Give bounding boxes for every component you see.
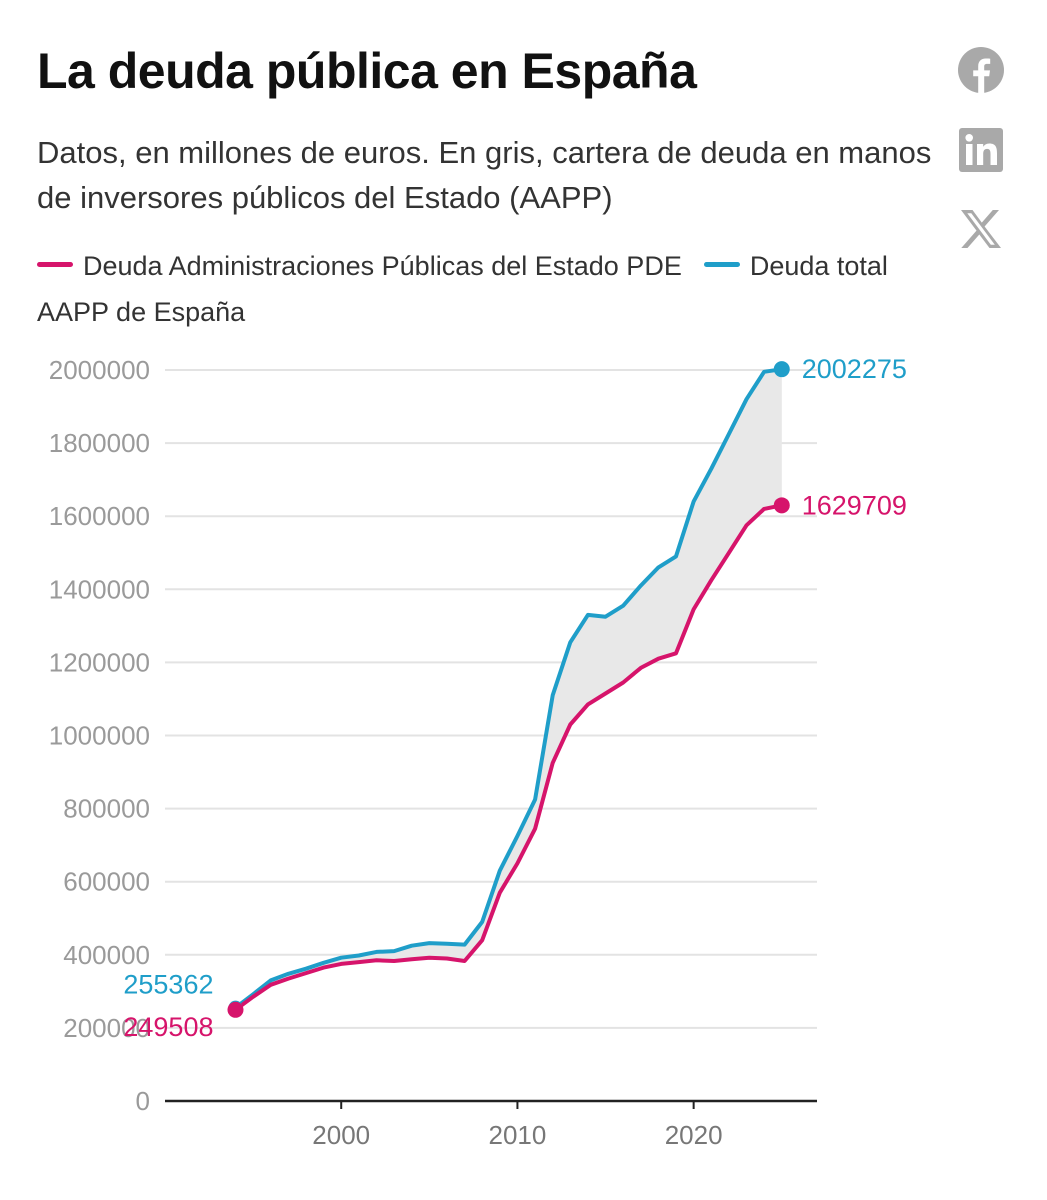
facebook-icon	[958, 47, 1004, 93]
series-lines-layer	[227, 361, 790, 1018]
chart-title: La deuda pública en España	[37, 43, 697, 99]
legend-label-total: Deuda total AAPP de España	[37, 251, 888, 327]
labels-layer: 0 200000 400000 600000 800000 1000000 1200000 1…	[49, 354, 907, 1150]
y-tick-label: 1000000	[49, 721, 150, 751]
shaded-band	[235, 369, 782, 1010]
x-tick-label: 2020	[665, 1120, 723, 1150]
y-tick-label: 1200000	[49, 647, 150, 677]
y-tick-label: 400000	[63, 940, 150, 970]
legend-swatch-pde	[37, 262, 73, 268]
series-line-pde	[233, 503, 784, 1012]
end-label-pde: 1629709	[802, 490, 907, 520]
linkedin-share-button[interactable]	[957, 126, 1005, 174]
end-marker-total	[773, 361, 790, 378]
x-tick-label: 2010	[489, 1120, 547, 1150]
x-icon	[961, 210, 1001, 248]
legend-item-total: Deuda total AAPP de España	[37, 251, 888, 327]
chart-legend: Deuda Administraciones Públicas del Esta…	[37, 243, 917, 335]
y-tick-label: 200000	[63, 1013, 150, 1043]
chart-subtitle: Datos, en millones de euros. En gris, ca…	[37, 135, 932, 215]
legend-label-pde: Deuda Administraciones Públicas del Esta…	[83, 251, 682, 281]
x-tick-label: 2000	[312, 1120, 370, 1150]
y-tick-label: 800000	[63, 794, 150, 824]
start-label-total: 255362	[123, 970, 213, 1000]
y-tick-label: 2000000	[49, 355, 150, 385]
start-marker-pde	[227, 1001, 244, 1018]
series-line-total	[233, 367, 784, 1010]
grid-layer	[165, 369, 817, 1109]
legend-swatch-total	[703, 262, 740, 268]
linkedin-icon	[959, 128, 1003, 172]
y-tick-label: 1800000	[49, 428, 150, 458]
start-label-pde: 249508	[123, 1012, 213, 1042]
shaded-band-layer	[235, 369, 782, 1010]
y-tick-label: 1600000	[49, 501, 150, 531]
end-marker-pde	[773, 497, 790, 514]
y-tick-label: 600000	[63, 867, 150, 897]
legend-item-pde: Deuda Administraciones Públicas del Esta…	[37, 251, 682, 281]
y-tick-label: 1400000	[49, 574, 150, 604]
y-tick-label: 0	[136, 1086, 150, 1116]
facebook-share-button[interactable]	[957, 46, 1005, 94]
x-share-button[interactable]	[957, 205, 1005, 253]
end-label-total: 2002275	[802, 354, 907, 384]
